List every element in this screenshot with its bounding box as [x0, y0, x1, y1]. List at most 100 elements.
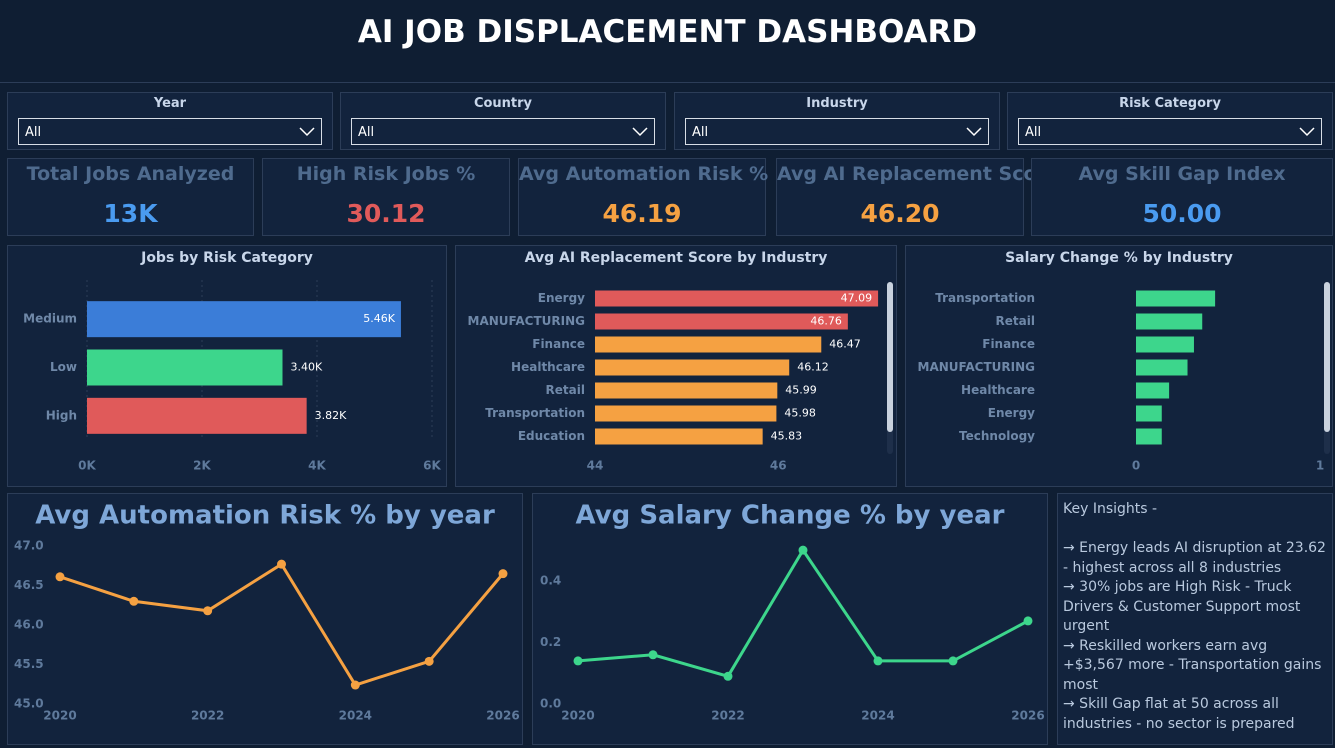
data-label: 45.99 [785, 384, 817, 397]
bar [595, 313, 848, 330]
y-tick-label: 45.5 [14, 657, 44, 671]
chart-title: Avg Automation Risk % by year [35, 501, 495, 531]
x-tick-label: 2022 [711, 709, 744, 723]
category-label: Finance [982, 337, 1035, 351]
x-tick-label: 2026 [1011, 709, 1044, 723]
bar [595, 405, 777, 422]
filter-select[interactable]: All [685, 118, 989, 145]
category-label: MANUFACTURING [918, 360, 1035, 374]
point [1023, 616, 1033, 626]
bar [1136, 290, 1216, 307]
kpi-value: 46.20 [860, 199, 940, 228]
data-label: 47.09 [841, 292, 873, 305]
bar [1136, 382, 1170, 399]
bar [1136, 336, 1194, 353]
bar [1136, 428, 1162, 445]
point [55, 572, 65, 582]
kpi-label: High Risk Jobs % [296, 163, 476, 185]
category-label: Healthcare [511, 360, 585, 374]
category-label: Technology [959, 429, 1035, 443]
point [573, 656, 583, 666]
chevron-line [966, 127, 982, 137]
point [424, 656, 434, 666]
insight-line: → Skill Gap flat at 50 across all indust… [1063, 696, 1295, 732]
bar [595, 359, 790, 376]
category-label: Medium [23, 312, 77, 326]
chevron [1299, 127, 1315, 137]
insights: Key Insights - → Energy leads AI disrupt… [1058, 494, 1332, 740]
data-label: 45.98 [784, 407, 816, 420]
kpi-card: Avg Automation Risk % 46.19 [518, 158, 769, 236]
insight-line: → Reskilled workers earn avg +$3,567 mor… [1063, 637, 1322, 693]
x-tick-label: 2026 [486, 709, 519, 723]
chart-title: Avg AI Replacement Score by Industry [525, 250, 828, 266]
bar [1136, 359, 1188, 376]
filter-label: Country [473, 96, 533, 111]
dashboard-title: AI JOB DISPLACEMENT DASHBOARD [357, 14, 978, 50]
x-tick-label: 46 [770, 459, 787, 473]
insights-panel: Key Insights - → Energy leads AI disrupt… [1057, 493, 1333, 745]
kpi-label: Avg Skill Gap Index [1078, 163, 1286, 185]
y-tick-label: 46.0 [14, 618, 44, 632]
chevron [299, 127, 315, 137]
category-label: Healthcare [961, 383, 1035, 397]
chevron-line [632, 127, 648, 137]
kpi-card: Avg Skill Gap Index 50.00 [1031, 158, 1333, 236]
filter[interactable]: Industry All [674, 92, 1000, 150]
bar [1136, 405, 1162, 422]
kpi-value: 50.00 [1142, 199, 1222, 228]
insight-line: → 30% jobs are High Risk - Truck Drivers… [1063, 579, 1301, 634]
x-tick-label: 6K [423, 459, 441, 473]
chevron-line [1299, 127, 1315, 137]
data-label: 5.46K [363, 312, 395, 325]
filter[interactable]: Risk Category All [1007, 92, 1333, 150]
category-label: Finance [532, 337, 585, 351]
bar [87, 301, 401, 338]
chart-panel [905, 245, 1333, 487]
filter-select[interactable]: All [351, 118, 655, 145]
y-tick-label: 45.0 [14, 697, 44, 711]
chart-title: Avg Salary Change % by year [576, 501, 1005, 531]
point [498, 569, 508, 579]
point [203, 606, 213, 616]
data-label: 46.76 [810, 315, 842, 328]
x-tick-label: 4K [308, 459, 326, 473]
bar [87, 349, 283, 386]
filter[interactable]: Year All [7, 92, 333, 150]
data-label: 3.82K [315, 409, 347, 422]
category-label: Low [50, 360, 77, 374]
kpi-value: 13K [103, 199, 158, 228]
point [873, 656, 883, 666]
bar [595, 290, 879, 307]
filter-select[interactable]: All [1018, 118, 1322, 145]
y-tick-label: 0.2 [540, 635, 561, 649]
kpi-value: 30.12 [346, 199, 426, 228]
data-label: 3.40K [291, 361, 323, 374]
category-label: Retail [996, 314, 1035, 328]
data-label: 45.83 [771, 430, 803, 443]
x-tick-label: 2K [193, 459, 211, 473]
category-label: Transportation [935, 291, 1035, 305]
point [648, 650, 658, 660]
filter[interactable]: Country All [340, 92, 666, 150]
filter-label: Risk Category [1119, 96, 1221, 111]
x-tick-label: 0K [78, 459, 96, 473]
x-tick-label: 0 [1132, 459, 1140, 473]
category-label: High [46, 408, 77, 422]
insight-line: → Energy leads AI disruption at 23.62 - … [1063, 540, 1326, 576]
y-tick-label: 0.4 [540, 573, 561, 587]
x-tick-label: 2024 [339, 709, 372, 723]
category-label: Education [518, 429, 585, 443]
kpi-label: Avg Automation Risk % [519, 163, 769, 185]
category-label: Energy [988, 406, 1035, 420]
x-tick-label: 1 [1316, 459, 1324, 473]
y-tick-label: 0.0 [540, 697, 561, 711]
bar [87, 397, 307, 434]
point [948, 656, 958, 666]
filter-select[interactable]: All [18, 118, 322, 145]
kpi-value: 46.19 [602, 199, 682, 228]
point [723, 671, 733, 681]
kpi-label: Avg AI Replacement Score [777, 163, 1059, 185]
